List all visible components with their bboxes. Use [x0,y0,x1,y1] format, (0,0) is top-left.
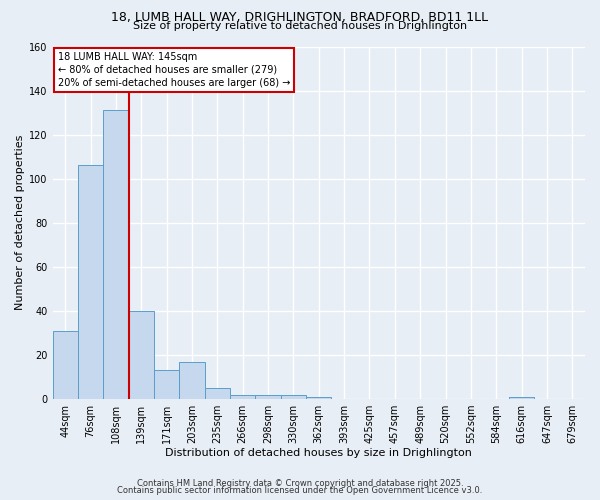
Bar [179,362,205,399]
Bar [281,394,306,399]
Text: Contains HM Land Registry data © Crown copyright and database right 2025.: Contains HM Land Registry data © Crown c… [137,478,463,488]
Bar [256,394,281,399]
Text: Size of property relative to detached houses in Drighlington: Size of property relative to detached ho… [133,21,467,31]
Y-axis label: Number of detached properties: Number of detached properties [15,135,25,310]
Bar [128,311,154,399]
Bar [230,394,256,399]
Bar [53,330,78,399]
Bar [509,397,534,399]
Bar [103,110,128,399]
X-axis label: Distribution of detached houses by size in Drighlington: Distribution of detached houses by size … [166,448,472,458]
Bar [205,388,230,399]
Bar [306,397,331,399]
Text: Contains public sector information licensed under the Open Government Licence v3: Contains public sector information licen… [118,486,482,495]
Bar [78,166,103,399]
Text: 18 LUMB HALL WAY: 145sqm
← 80% of detached houses are smaller (279)
20% of semi-: 18 LUMB HALL WAY: 145sqm ← 80% of detach… [58,52,290,88]
Bar [154,370,179,399]
Text: 18, LUMB HALL WAY, DRIGHLINGTON, BRADFORD, BD11 1LL: 18, LUMB HALL WAY, DRIGHLINGTON, BRADFOR… [112,11,488,24]
